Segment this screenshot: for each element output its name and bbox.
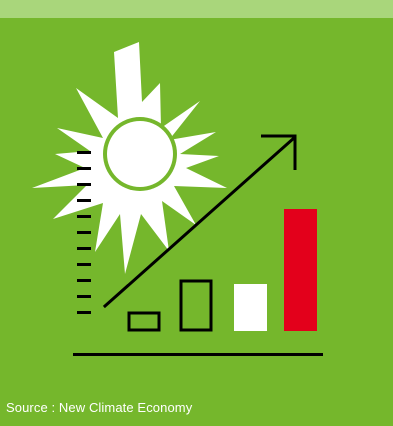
bar-red [284,209,317,331]
bar-small [127,311,161,332]
sun-icon [32,42,227,274]
bar-chart-icon [73,209,323,356]
source-text: Source : New Climate Economy [6,400,193,415]
bar-outline [179,279,213,332]
baseline [73,353,323,356]
top-band [0,0,393,18]
scale-ticks [77,151,91,314]
caption: Source : New Climate Economy [0,378,393,426]
growth-arrow-icon [102,134,297,309]
bar-white [234,284,267,331]
illustration [32,42,323,356]
sun-disc [107,121,173,187]
